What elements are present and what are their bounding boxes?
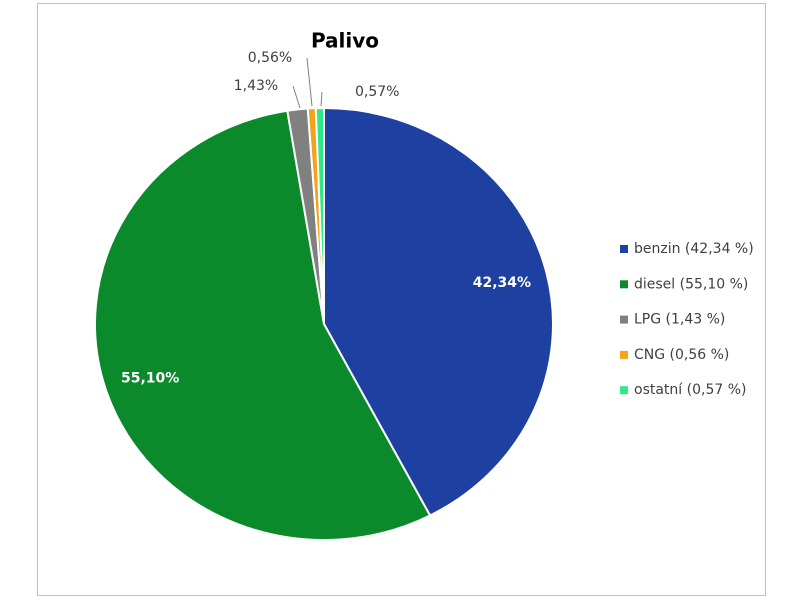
legend-swatch — [620, 280, 628, 289]
legend-swatch — [620, 386, 628, 395]
legend-swatch — [620, 350, 628, 359]
leader-line — [292, 85, 301, 109]
data-label: 55,10% — [121, 371, 179, 387]
pie-slice — [314, 106, 325, 325]
legend-label: diesel (55,10 %) — [634, 276, 748, 292]
data-label: 0,56% — [248, 50, 292, 66]
data-label: 42,34% — [473, 275, 531, 291]
legend-label: LPG (1,43 %) — [634, 312, 725, 328]
legend-label: ostatní (0,57 %) — [634, 382, 746, 398]
legend-label: CNG (0,56 %) — [634, 347, 729, 363]
leader-line — [306, 57, 313, 107]
pie-slice — [323, 106, 554, 517]
pie-slice — [94, 109, 432, 541]
legend-label: benzin (42,34 %) — [634, 241, 754, 257]
data-label: 0,57% — [355, 84, 399, 100]
legend-swatch — [620, 315, 628, 324]
leader-line — [320, 91, 323, 107]
legend-swatch — [620, 245, 628, 253]
chart-title: Palivo — [311, 29, 379, 53]
data-label: 1,43% — [234, 78, 278, 94]
